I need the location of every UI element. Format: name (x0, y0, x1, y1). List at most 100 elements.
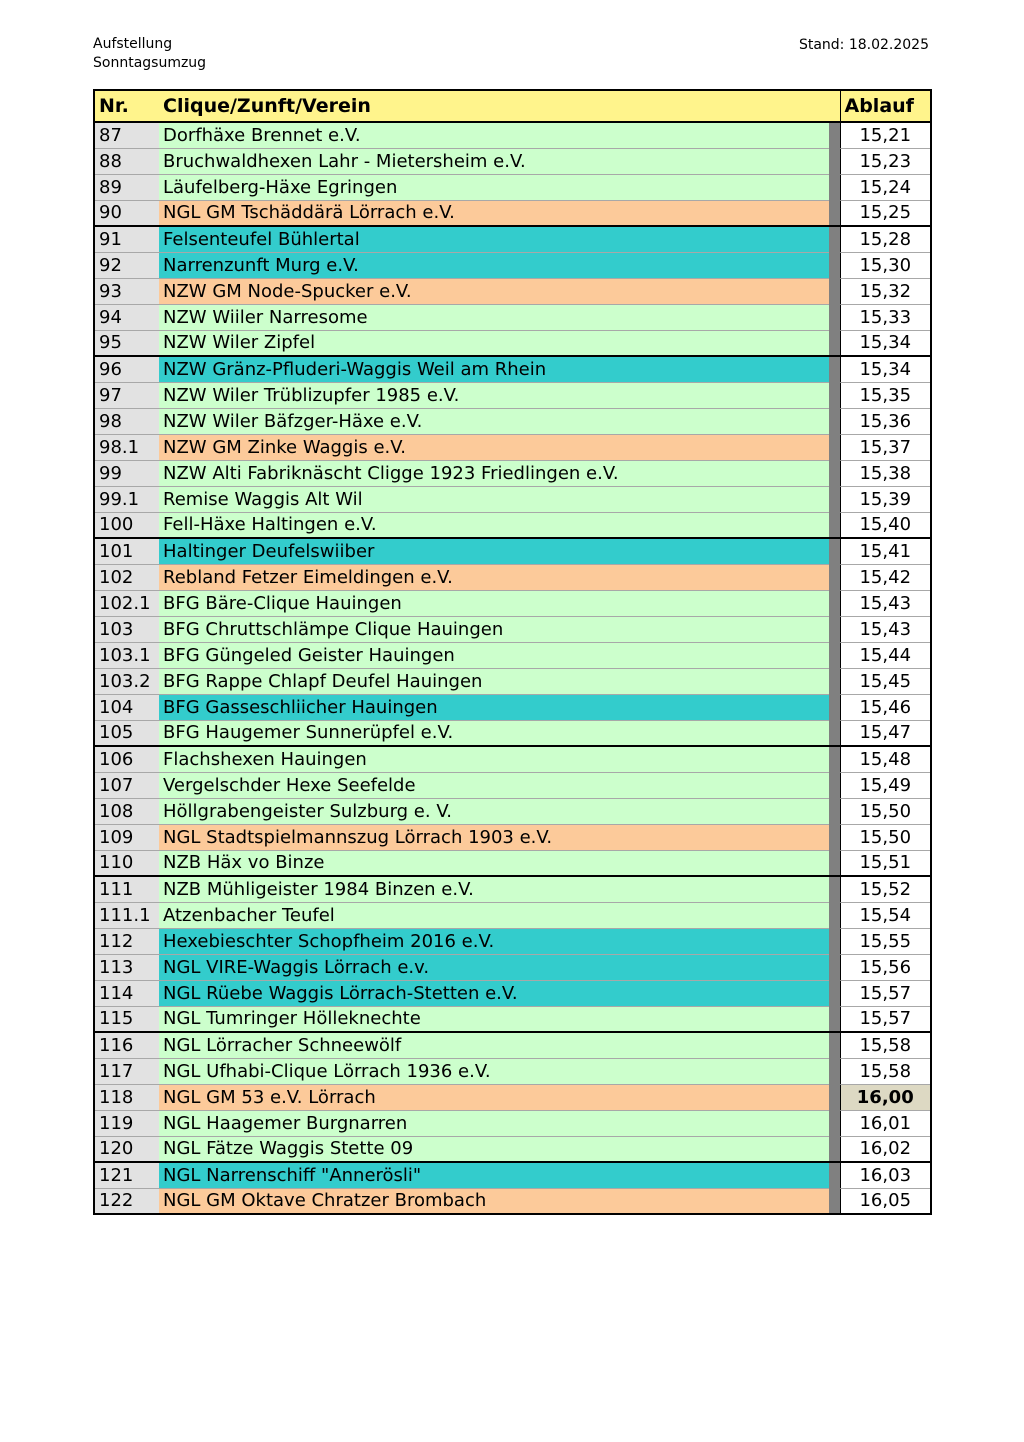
group-name: Fell-Häxe Haltingen e.V. (159, 512, 829, 539)
table-row: 97 NZW Wiler Trüblizupfer 1985 e.V. 15,35 (93, 382, 932, 409)
column-separator (829, 382, 840, 409)
table-row: 105 BFG Haugemer Sunnerüpfel e.V. 15,47 (93, 720, 932, 747)
row-number: 117 (93, 1058, 159, 1085)
column-separator (829, 668, 840, 695)
start-time: 15,44 (839, 642, 932, 669)
start-time: 15,55 (839, 928, 932, 955)
table-row: 119 NGL Haagemer Burgnarren 16,01 (93, 1110, 932, 1137)
start-time: 15,50 (839, 824, 932, 851)
start-time: 15,43 (839, 616, 932, 643)
table-row: 103.1 BFG Güngeled Geister Hauingen 15,44 (93, 642, 932, 669)
group-name: Narrenzunft Murg e.V. (159, 252, 829, 279)
row-number: 109 (93, 824, 159, 851)
group-name: Rebland Fetzer Eimeldingen e.V. (159, 564, 829, 591)
start-time: 15,36 (839, 408, 932, 435)
group-name: Atzenbacher Teufel (159, 902, 829, 929)
group-name: NZW Wiiler Narresome (159, 304, 829, 331)
start-time: 15,30 (839, 252, 932, 279)
document-title: Aufstellung Sonntagsumzug (93, 35, 206, 73)
group-name: BFG Gasseschliicher Hauingen (159, 694, 829, 721)
start-time: 16,05 (839, 1188, 932, 1215)
column-separator (829, 304, 840, 331)
group-name: BFG Haugemer Sunnerüpfel e.V. (159, 720, 829, 747)
start-time: 15,37 (839, 434, 932, 461)
table-row: 109 NGL Stadtspielmannszug Lörrach 1903 e… (93, 824, 932, 851)
column-separator (829, 1110, 840, 1137)
start-time: 15,23 (839, 148, 932, 175)
column-separator (829, 954, 840, 981)
group-name: Bruchwaldhexen Lahr - Mietersheim e.V. (159, 148, 829, 175)
start-time: 16,03 (839, 1161, 932, 1189)
table-row: 88 Bruchwaldhexen Lahr - Mietersheim e.V.… (93, 148, 932, 175)
row-number: 106 (93, 745, 159, 773)
start-time: 15,24 (839, 174, 932, 201)
row-number: 114 (93, 980, 159, 1007)
column-separator (829, 824, 840, 851)
table-header-row: Nr. Clique/Zunft/Verein Ablauf (93, 89, 932, 123)
table-row: 120 NGL Fätze Waggis Stette 09 16,02 (93, 1136, 932, 1163)
row-number: 103.2 (93, 668, 159, 695)
table-row: 114 NGL Rüebe Waggis Lörrach-Stetten e.V.… (93, 980, 932, 1007)
group-name: Felsenteufel Bühlertal (159, 225, 829, 253)
start-time: 15,57 (839, 1006, 932, 1033)
column-separator (829, 798, 840, 825)
group-name: Flachshexen Hauingen (159, 745, 829, 773)
start-time: 15,49 (839, 772, 932, 799)
column-header-nr: Nr. (93, 89, 159, 123)
row-number: 91 (93, 225, 159, 253)
start-time: 15,56 (839, 954, 932, 981)
group-name: BFG Bäre-Clique Hauingen (159, 590, 829, 617)
row-number: 100 (93, 512, 159, 539)
column-header-time: Ablauf (839, 89, 932, 123)
start-time: 15,32 (839, 278, 932, 305)
table-row: 116 NGL Lörracher Schneewölf 15,58 (93, 1031, 932, 1059)
group-name: NGL VIRE-Waggis Lörrach e.v. (159, 954, 829, 981)
table-row: 112 Hexebieschter Schopfheim 2016 e.V. 15,… (93, 928, 932, 955)
column-separator (829, 642, 840, 669)
start-time: 15,58 (839, 1031, 932, 1059)
column-separator (829, 1161, 840, 1189)
row-number: 122 (93, 1188, 159, 1215)
table-row: 102 Rebland Fetzer Eimeldingen e.V. 15,42 (93, 564, 932, 591)
column-separator (829, 355, 840, 383)
group-name: NGL Tumringer Hölleknechte (159, 1006, 829, 1033)
group-name: NGL GM Oktave Chratzer Brombach (159, 1188, 829, 1215)
row-number: 99 (93, 460, 159, 487)
group-name: BFG Chruttschlämpe Clique Hauingen (159, 616, 829, 643)
column-separator (829, 1006, 840, 1033)
column-separator (829, 1084, 840, 1111)
table-row: 113 NGL VIRE-Waggis Lörrach e.v. 15,56 (93, 954, 932, 981)
column-separator (829, 225, 840, 253)
start-time: 15,45 (839, 668, 932, 695)
group-name: NZW Wiler Trüblizupfer 1985 e.V. (159, 382, 829, 409)
start-time: 15,39 (839, 486, 932, 513)
row-number: 111 (93, 875, 159, 903)
row-number: 90 (93, 200, 159, 227)
table-row: 117 NGL Ufhabi-Clique Lörrach 1936 e.V. 15… (93, 1058, 932, 1085)
row-number: 102 (93, 564, 159, 591)
row-number: 111.1 (93, 902, 159, 929)
start-time: 15,48 (839, 745, 932, 773)
column-separator (829, 850, 840, 877)
group-name: NGL Narrenschiff "Annerösli" (159, 1161, 829, 1189)
row-number: 108 (93, 798, 159, 825)
group-name: Dorfhäxe Brennet e.V. (159, 122, 829, 149)
table-row: 107 Vergelschder Hexe Seefelde 15,49 (93, 772, 932, 799)
group-name: NZW GM Node-Spucker e.V. (159, 278, 829, 305)
start-time: 15,54 (839, 902, 932, 929)
column-separator (829, 89, 840, 123)
group-name: NGL Fätze Waggis Stette 09 (159, 1136, 829, 1163)
start-time: 15,52 (839, 875, 932, 903)
title-line-1: Aufstellung (93, 36, 173, 52)
column-separator (829, 875, 840, 903)
row-number: 95 (93, 330, 159, 357)
start-time: 15,33 (839, 304, 932, 331)
row-number: 112 (93, 928, 159, 955)
start-time: 15,34 (839, 355, 932, 383)
column-separator (829, 1031, 840, 1059)
table-row: 87 Dorfhäxe Brennet e.V. 15,21 (93, 122, 932, 149)
column-separator (829, 174, 840, 201)
column-separator (829, 616, 840, 643)
column-separator (829, 720, 840, 747)
table-row: 89 Läufelberg-Häxe Egringen 15,24 (93, 174, 932, 201)
